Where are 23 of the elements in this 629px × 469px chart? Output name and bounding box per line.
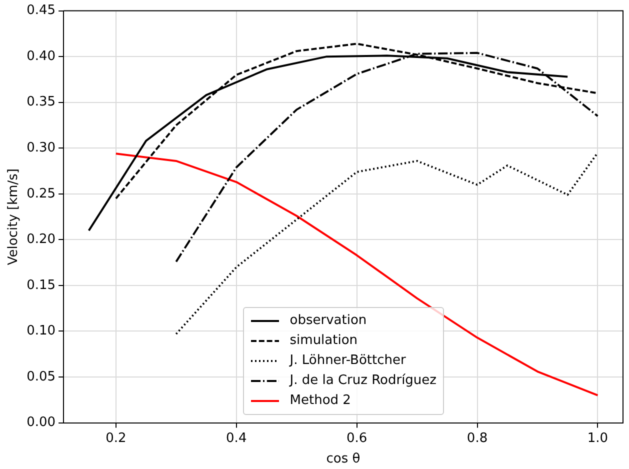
x-tick-label: 1.0	[587, 430, 608, 446]
legend-label: simulation	[290, 332, 358, 350]
x-tick-label: 0.8	[466, 430, 488, 446]
y-tick-label: 0.25	[26, 186, 56, 202]
y-tick-label: 0.00	[26, 415, 56, 430]
y-tick-label: 0.45	[26, 3, 56, 18]
x-tick-label: 0.2	[106, 430, 126, 446]
line-series	[175, 152, 599, 335]
y-tick-label: 0.05	[26, 369, 56, 384]
legend-label: Method 2	[290, 392, 351, 410]
y-tick-label: 0.35	[26, 94, 56, 110]
legend-label: J. de la Cruz Rodríguez	[290, 372, 436, 390]
x-tick-label: 0.4	[226, 430, 247, 446]
y-axis-title: Velocity [km/s]	[6, 168, 22, 266]
y-tick-label: 0.40	[26, 48, 56, 64]
y-tick-label: 0.15	[26, 278, 56, 293]
legend-label: J. Löhner-Böttcher	[290, 352, 406, 370]
x-axis-title: cos θ	[326, 452, 360, 467]
y-tick-label: 0.10	[26, 324, 56, 339]
legend-label: observation	[290, 312, 367, 330]
y-tick-label: 0.30	[26, 140, 56, 156]
y-tick-label: 0.20	[26, 232, 56, 248]
x-tick-label: 0.6	[346, 430, 368, 446]
